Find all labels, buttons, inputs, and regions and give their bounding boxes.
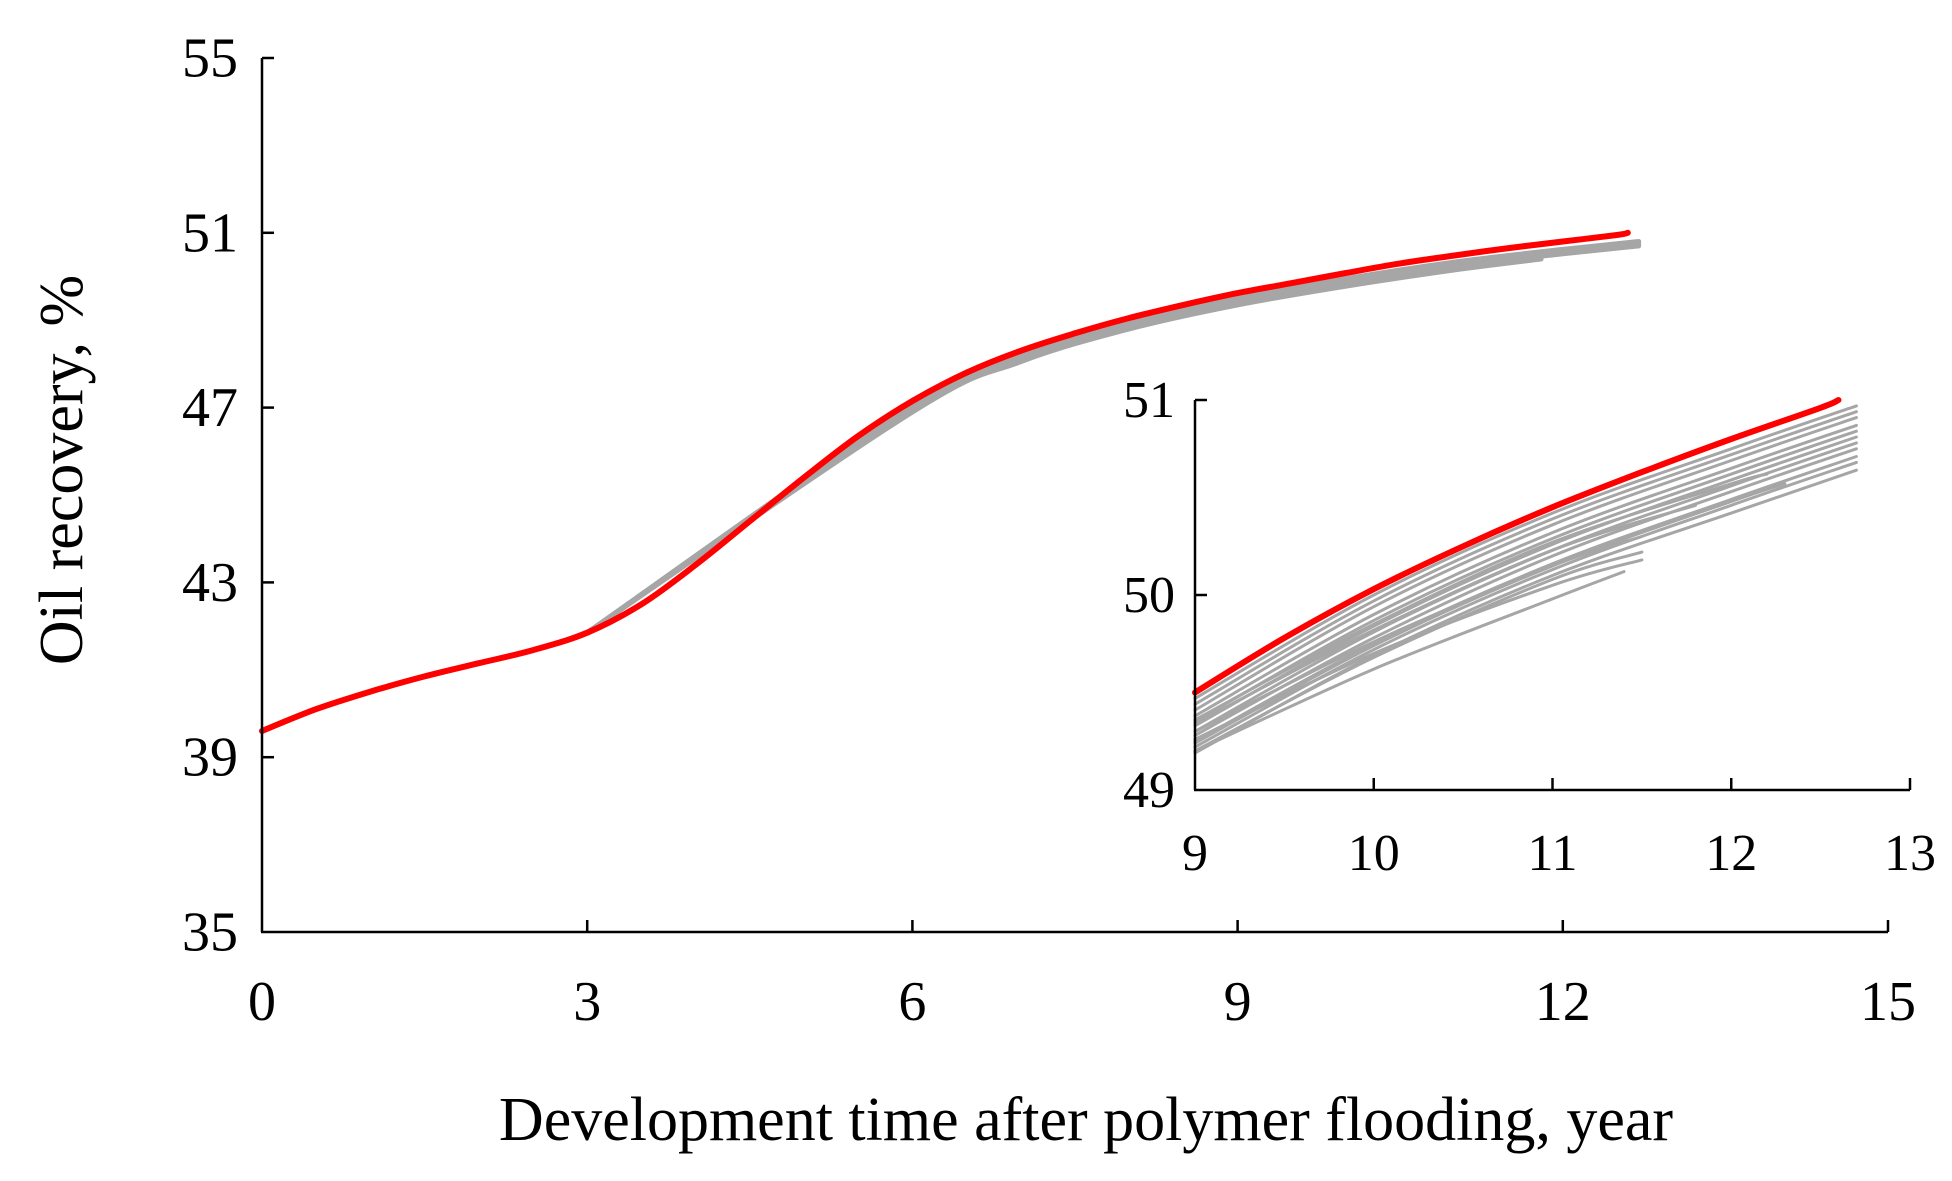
inset-series-realization-17 [1193, 472, 1769, 722]
main-x-tick-label: 0 [248, 971, 276, 1033]
inset-y-tick-label: 50 [1123, 567, 1175, 624]
main-y-tick-label: 55 [182, 27, 238, 89]
main-x-tick-label: 15 [1860, 971, 1916, 1033]
main-best-fit-group [259, 229, 1631, 734]
main-y-tick-label: 35 [182, 901, 238, 963]
inset-y-tick-label: 51 [1123, 372, 1175, 429]
inset-series-realization-6 [1193, 435, 1858, 728]
inset-series-realization-9 [1193, 455, 1858, 743]
inset-realizations-group [1193, 404, 1858, 755]
inset-series-best-fit [1192, 397, 1842, 696]
inset-series-realization-5 [1193, 429, 1858, 724]
inset-x-tick-label: 10 [1348, 825, 1400, 882]
inset-series-realization-4 [1193, 423, 1858, 718]
inset-x-tick-label: 13 [1884, 825, 1936, 882]
y-axis-title: Oil recovery, % [28, 275, 96, 665]
main-x-tick-label: 3 [573, 971, 601, 1033]
main-series-best-fit [259, 229, 1631, 734]
inset-x-tick-label: 9 [1182, 825, 1208, 882]
x-axis-title: Development time after polymer flooding,… [499, 1086, 1674, 1154]
inset-series-realization-2 [1193, 410, 1858, 706]
main-y-tick-label: 43 [182, 552, 238, 614]
inset-x-tick-label: 12 [1705, 825, 1757, 882]
main-y-tick-label: 51 [182, 202, 238, 264]
inset-y-tick-label: 49 [1123, 762, 1175, 819]
inset-ticks-group: 9 10 11 12 13 49 50 51 [1123, 372, 1936, 882]
main-realizations-group [584, 239, 1642, 636]
main-x-tick-label: 12 [1535, 971, 1591, 1033]
inset-series-realization-14 [1193, 535, 1644, 733]
inset-series-realization-3 [1193, 416, 1858, 712]
inset-series-realization-1 [1193, 404, 1858, 700]
main-x-tick-label: 9 [1224, 971, 1252, 1033]
inset-series-realization-18 [1193, 503, 1697, 726]
main-ticks-group: 0 3 6 9 12 15 35 39 43 47 51 55 [182, 27, 1916, 1033]
main-y-tick-label: 47 [182, 377, 238, 439]
inset-series-realization-15 [1193, 558, 1644, 741]
inset-x-tick-label: 11 [1527, 825, 1577, 882]
inset-best-fit-group [1192, 397, 1842, 696]
inset-series-realization-16 [1193, 570, 1626, 753]
main-series-realization-4 [584, 256, 1544, 636]
main-x-tick-label: 6 [898, 971, 926, 1033]
main-y-tick-label: 39 [182, 727, 238, 789]
